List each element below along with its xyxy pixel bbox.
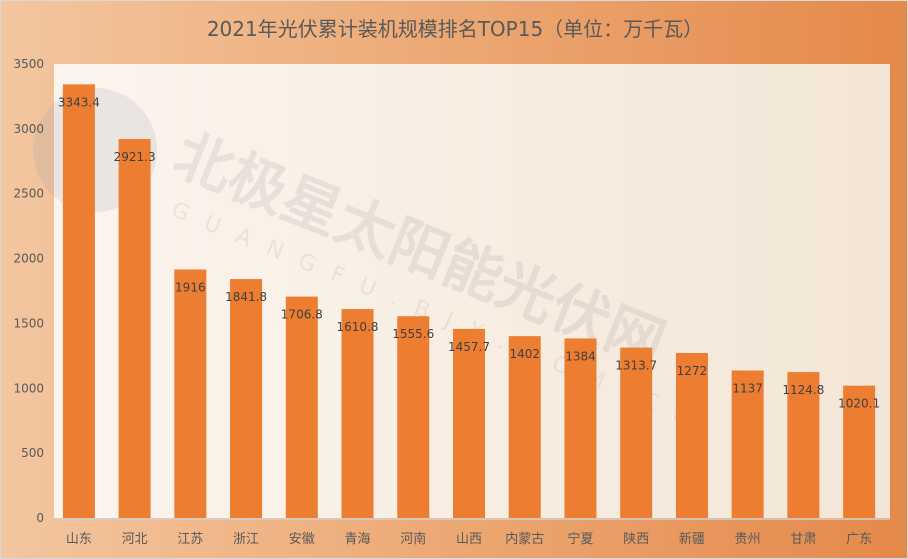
y-tick-label: 500 bbox=[21, 446, 44, 460]
y-tick-label: 3000 bbox=[13, 122, 44, 136]
bar bbox=[397, 316, 430, 518]
x-tick-label: 贵州 bbox=[735, 532, 761, 547]
y-tick-label: 3500 bbox=[13, 57, 44, 71]
x-tick-label: 山东 bbox=[66, 532, 92, 547]
x-tick-label: 河北 bbox=[122, 532, 148, 547]
x-tick-label: 宁夏 bbox=[567, 531, 593, 547]
bar bbox=[174, 269, 207, 518]
bar bbox=[341, 309, 374, 518]
bar bbox=[787, 372, 820, 518]
bar bbox=[230, 279, 263, 518]
x-tick-label: 河南 bbox=[400, 531, 426, 547]
data-label: 1706.8 bbox=[281, 308, 323, 322]
bar bbox=[731, 370, 764, 518]
data-label: 1402 bbox=[509, 347, 540, 361]
bar bbox=[508, 336, 541, 518]
y-tick-label: 1000 bbox=[13, 381, 44, 395]
bar bbox=[564, 338, 597, 518]
data-label: 1020.1 bbox=[838, 397, 880, 411]
x-tick-label: 陕西 bbox=[623, 532, 649, 547]
bar bbox=[620, 347, 653, 518]
data-label: 1555.6 bbox=[392, 327, 434, 341]
data-label: 1137 bbox=[732, 382, 763, 396]
chart-title: 2021年光伏累计装机规模排名TOP15（单位：万千瓦） bbox=[206, 17, 704, 41]
bar bbox=[453, 328, 485, 518]
x-tick-label: 山西 bbox=[456, 532, 482, 547]
x-tick-label: 浙江 bbox=[233, 532, 259, 547]
data-label: 3343.4 bbox=[58, 95, 100, 109]
data-label: 1457.7 bbox=[448, 340, 490, 354]
x-tick-label: 广东 bbox=[846, 532, 872, 547]
data-label: 1841.8 bbox=[225, 290, 267, 304]
x-tick-label: 新疆 bbox=[679, 531, 705, 547]
bar bbox=[675, 353, 708, 518]
bar bbox=[62, 84, 95, 518]
x-tick-label: 安徽 bbox=[289, 532, 315, 547]
data-label: 1272 bbox=[677, 364, 708, 378]
y-tick-label: 2000 bbox=[13, 252, 44, 266]
y-tick-label: 1500 bbox=[13, 316, 44, 330]
x-tick-label: 江苏 bbox=[177, 531, 203, 547]
x-tick-label: 内蒙古 bbox=[505, 531, 544, 547]
y-tick-label: 0 bbox=[36, 511, 44, 525]
data-label: 1384 bbox=[565, 349, 596, 363]
data-label: 1124.8 bbox=[782, 383, 824, 397]
bar bbox=[843, 385, 876, 518]
bar bbox=[285, 296, 318, 518]
x-tick-label: 甘肃 bbox=[790, 532, 816, 547]
data-label: 1916 bbox=[175, 280, 206, 294]
data-label: 1313.7 bbox=[615, 359, 657, 373]
data-label: 2921.3 bbox=[114, 150, 156, 164]
x-tick-label: 青海 bbox=[345, 532, 371, 547]
bar bbox=[118, 139, 151, 518]
data-label: 1610.8 bbox=[337, 320, 379, 334]
y-tick-label: 2500 bbox=[13, 187, 44, 201]
